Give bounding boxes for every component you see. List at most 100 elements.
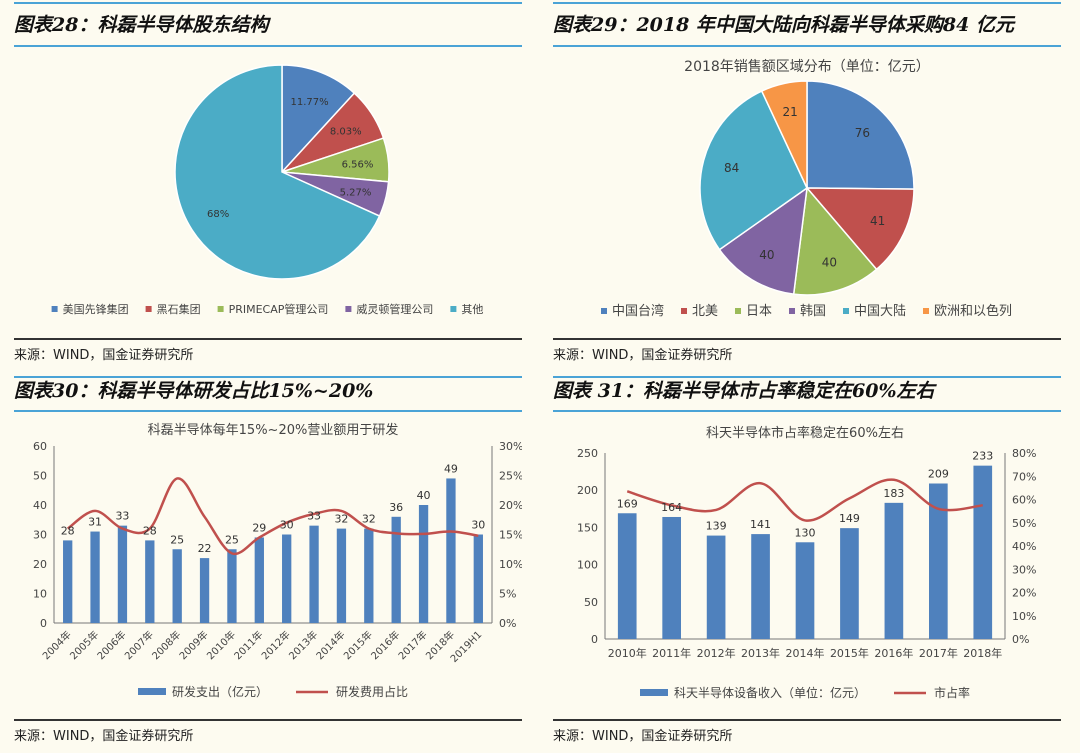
title-rule [14, 45, 522, 47]
x-tick-label: 2011年 [231, 628, 265, 662]
x-tick-label: 2013年 [286, 628, 320, 662]
y-tick-label: 150 [577, 521, 598, 534]
legend-swatch [789, 308, 795, 314]
x-tick-label: 2009年 [176, 628, 210, 662]
bar [117, 525, 128, 623]
title-rule [553, 410, 1061, 412]
data-label: 29 [252, 521, 266, 534]
panel-title: 图表28：科磊半导体股东结构 [14, 14, 269, 36]
y-tick-label: 200 [577, 484, 598, 497]
legend-label: 科天半导体设备收入（单位：亿元） [674, 685, 866, 700]
x-tick-label: 2004年 [40, 628, 74, 662]
data-label: 6.56% [342, 159, 374, 170]
legend-swatch [600, 308, 607, 314]
data-label: 183 [883, 487, 904, 500]
y2-tick-label: 0% [499, 617, 516, 630]
x-tick-label: 2017年 [395, 628, 429, 662]
title-rule [14, 376, 522, 378]
y2-tick-label: 10% [1012, 610, 1036, 623]
x-tick-label: 2017年 [919, 646, 958, 660]
legend-swatch [51, 306, 58, 312]
x-tick-label: 2010年 [204, 628, 238, 662]
data-label: 164 [661, 501, 682, 514]
data-label: 25 [170, 533, 184, 546]
data-label: 11.77% [290, 97, 328, 108]
panel-title: 图表 31：科磊半导体市占率稳定在60%左右 [553, 380, 935, 402]
x-tick-label: 2016年 [874, 646, 913, 660]
bar [473, 534, 483, 623]
pie-slice [699, 90, 808, 251]
y-tick-label: 50 [33, 470, 47, 483]
rd-combo-chart: 科磊半导体每年15%~20%营业额用于研发 0 10 20 30 40 50 60 0% 5% 10… [33, 422, 522, 699]
bar [884, 502, 904, 639]
bar [929, 483, 948, 639]
title-rule [553, 2, 1061, 4]
data-label: 30 [280, 519, 294, 532]
data-label: 40 [759, 248, 774, 262]
data-label: 233 [972, 450, 993, 463]
legend-label: PRIMECAP管理公司 [229, 302, 329, 316]
data-label: 32 [334, 513, 348, 526]
bar [227, 549, 237, 623]
y2-tick-label: 70% [1012, 470, 1036, 483]
y2-tick-label: 80% [1012, 447, 1036, 460]
data-label: 32 [362, 513, 376, 526]
x-tick-label: 2012年 [697, 646, 736, 660]
data-label: 28 [143, 524, 157, 537]
x-tick-label: 2008年 [149, 628, 183, 662]
data-label: 33 [307, 510, 321, 523]
series-line [66, 477, 479, 556]
bar [145, 540, 155, 623]
legend-label: 欧洲和以色列 [934, 303, 1012, 319]
data-label: 30 [471, 519, 485, 532]
legend-label: 研发费用占比 [336, 684, 408, 699]
legend-swatch [734, 308, 741, 314]
y-tick-label: 250 [577, 447, 598, 460]
pie-slice [718, 186, 808, 296]
source-note: 来源：WIND，国金证券研究所 [553, 348, 733, 363]
bar [973, 465, 993, 639]
y2-tick-label: 0% [1012, 633, 1029, 646]
source-rule [14, 338, 522, 340]
x-tick-label: 2018年 [963, 646, 1002, 660]
pie-slice [281, 64, 356, 174]
y2-tick-label: 20% [1012, 587, 1036, 600]
x-tick-label: 2014年 [786, 646, 825, 660]
source-note: 来源：WIND，国金证券研究所 [553, 729, 733, 744]
y-tick-label: 0 [40, 617, 47, 630]
x-tick-label: 2014年 [313, 628, 347, 662]
legend-label: 日本 [746, 304, 772, 319]
data-label: 169 [617, 497, 638, 510]
bar [617, 513, 637, 639]
legend-swatch [145, 306, 152, 312]
y2-tick-label: 10% [499, 558, 522, 571]
data-label: 25 [225, 533, 239, 546]
bar [840, 528, 859, 639]
legend-label: 市占率 [934, 685, 970, 700]
y-tick-label: 0 [591, 633, 598, 646]
legend-label: 中国台湾 [612, 303, 664, 319]
x-tick-label: 2011年 [652, 646, 691, 660]
series-line [626, 478, 983, 522]
x-tick-label: 2013年 [741, 646, 780, 660]
y-tick-label: 30 [33, 529, 47, 542]
legend-swatch [217, 306, 224, 312]
legend-swatch [450, 306, 457, 312]
y2-tick-label: 20% [499, 499, 522, 512]
source-rule [14, 719, 522, 721]
data-label: 209 [928, 468, 949, 481]
data-label: 41 [870, 214, 885, 228]
legend-swatch [345, 306, 352, 312]
x-tick-label: 2015年 [341, 628, 375, 662]
title-rule [14, 410, 522, 412]
bar [282, 534, 292, 623]
legend-swatch [137, 688, 166, 695]
data-label: 21 [782, 105, 797, 119]
y2-tick-label: 40% [1012, 540, 1036, 553]
data-label: 28 [61, 524, 75, 537]
source-rule [553, 338, 1061, 340]
shareholder-pie-chart: 11.77% 8.03% 6.56% 5.27% 68% 美国先锋集团 黑石集团 PRIMEC… [51, 64, 483, 316]
legend-swatch [843, 308, 849, 314]
panel-title: 图表29：2018 年中国大陆向科磊半导体采购84 亿元 [553, 14, 1014, 36]
data-label: 49 [444, 462, 458, 475]
